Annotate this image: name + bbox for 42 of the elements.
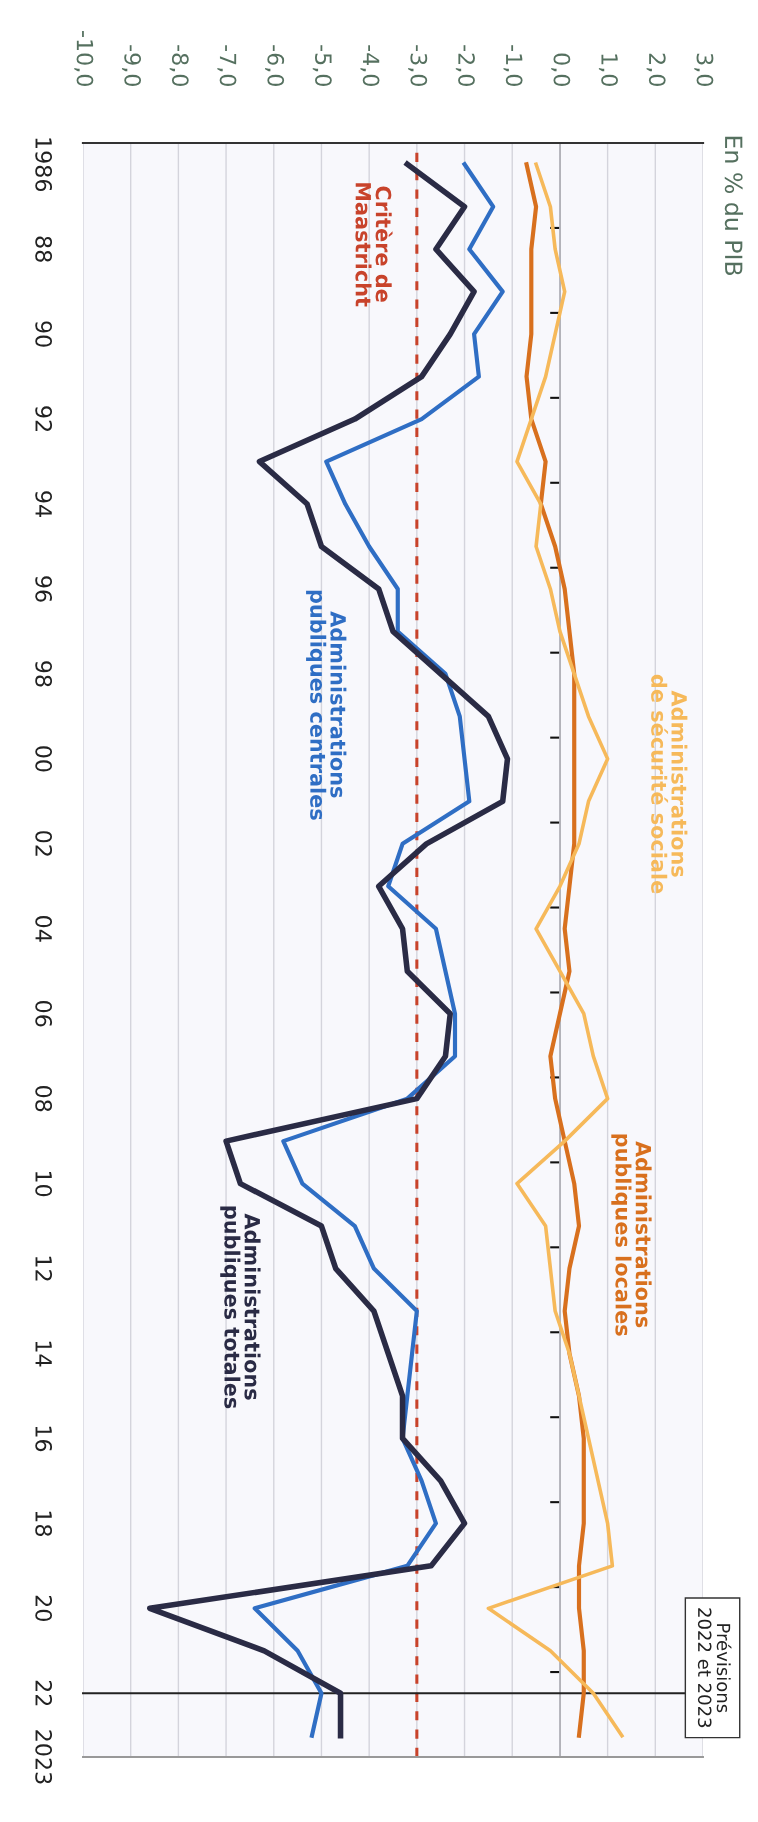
text: Administrations publiques centrales xyxy=(306,590,347,820)
y-tick-label: 00 xyxy=(35,746,53,772)
y-tick-label: 10 xyxy=(35,1171,53,1197)
ref-line-label: Critère de Maastricht xyxy=(355,183,393,307)
y-tick-label: 18 xyxy=(35,1511,53,1537)
y-tick-label: 20 xyxy=(35,1595,53,1621)
x-tick-label: -7,0 xyxy=(217,45,237,86)
y-tick-label: 12 xyxy=(35,1256,53,1281)
x-tick-label: 1,0 xyxy=(598,54,618,86)
x-tick-label: -8,0 xyxy=(169,45,189,86)
y-tick-label: 1986 xyxy=(35,138,53,192)
ref-line-label: Prévisions 2022 et 2023 xyxy=(697,1608,732,1728)
x-tick-label: 3,0 xyxy=(694,53,714,86)
y-tick-label: 06 xyxy=(35,1001,53,1027)
y-tick-label: 14 xyxy=(35,1341,52,1367)
y-axis-title: En % du PIB xyxy=(724,136,744,276)
text: Administrations publiques totales xyxy=(220,1206,261,1409)
x-tick-label: -2,0 xyxy=(455,45,475,86)
x-tick-label: -1,0 xyxy=(503,45,523,86)
y-tick-label: 08 xyxy=(35,1085,53,1112)
y-tick-label: 2023 xyxy=(35,1730,53,1784)
y-tick-label: 96 xyxy=(35,576,53,602)
y-tick-label: 88 xyxy=(35,236,53,262)
text: Administrations de sécurité sociale xyxy=(651,674,688,894)
x-tick-label: -10,0 xyxy=(74,31,94,86)
y-tick-label: 02 xyxy=(35,831,53,856)
text: Administrations publiques locales xyxy=(611,1134,652,1336)
x-tick-label: -5,0 xyxy=(312,45,332,86)
y-tick-label: 98 xyxy=(35,661,53,687)
x-tick-label: -4,0 xyxy=(360,45,380,86)
y-tick-label: 92 xyxy=(35,406,53,431)
y-tick-label: 16 xyxy=(35,1426,53,1452)
line-series xyxy=(524,162,586,1738)
x-tick-label: -3,0 xyxy=(408,45,428,86)
x-tick-label: -9,0 xyxy=(121,45,142,86)
y-tick-label: 90 xyxy=(35,321,53,347)
y-tick-label: 22 xyxy=(35,1680,53,1706)
y-tick-label: 94 xyxy=(35,491,53,517)
x-tick-label: 2,0 xyxy=(646,53,666,86)
y-tick-label: 04 xyxy=(35,916,53,942)
x-tick-label: -6,0 xyxy=(265,45,285,86)
x-tick-label: 0,0 xyxy=(551,53,571,86)
